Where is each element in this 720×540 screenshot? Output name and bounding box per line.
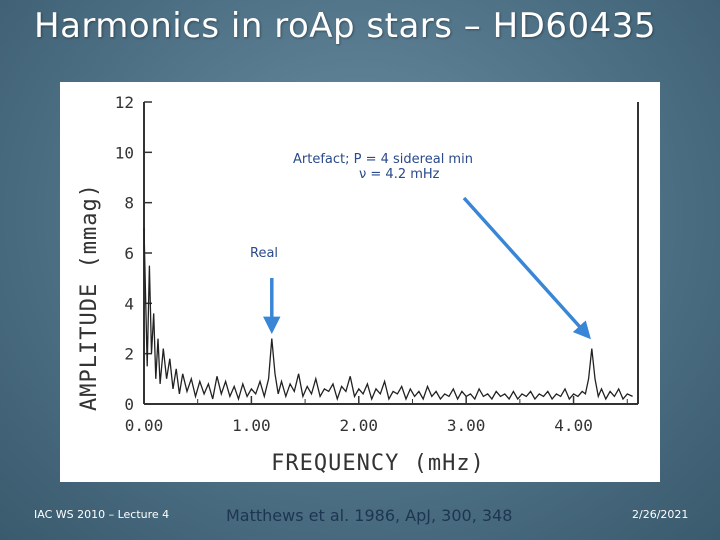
footer-right: 2/26/2021 [632,508,689,521]
real-annotation: Real [250,246,279,261]
x-tick-label: 4.00 [554,416,593,435]
x-tick-label: 3.00 [447,416,486,435]
chart-axes [143,102,639,405]
y-tick-label: 4 [124,294,134,313]
artefact-peak-arrow [462,196,591,340]
y-tick-label: 6 [124,244,134,263]
y-tick-label: 8 [124,194,134,213]
y-tick-label: 10 [115,143,134,162]
slide-title: Harmonics in roAp stars – HD60435 [34,6,656,46]
footer-left: IAC WS 2010 – Lecture 4 [34,508,170,521]
y-tick-label: 2 [124,345,134,364]
y-axis-label: AMPLITUDE (mmag) [77,183,102,411]
amplitude-spectrum-chart: 0 2 4 6 8 10 12 0.00 1.00 2.00 3.00 4.00 FREQUENCY … [77,93,639,476]
spectrum-figure: 0 2 4 6 8 10 12 0.00 1.00 2.00 3.00 4.00 FREQUENCY … [60,82,660,482]
chart-trace [143,227,633,402]
y-tick-label: 0 [124,395,134,414]
chart-ticks: 0 2 4 6 8 10 12 0.00 1.00 2.00 3.00 4.00 [115,93,628,435]
artefact-annotation: Artefact; P = 4 sidereal min ν = 4.2 mHz [293,152,473,182]
x-axis-label: FREQUENCY (mHz) [271,451,485,476]
annotation-arrows [263,196,591,340]
x-tick-label: 1.00 [232,416,271,435]
footer-center: Matthews et al. 1986, ApJ, 300, 348 [226,506,513,525]
x-tick-label: 2.00 [340,416,379,435]
y-tick-label: 12 [115,93,134,112]
x-tick-label: 0.00 [125,416,164,435]
spectrum-trace-line [143,227,633,402]
artefact-annotation-line1: Artefact; P = 4 sidereal min [293,152,473,167]
artefact-annotation-line2: ν = 4.2 mHz [359,167,440,182]
